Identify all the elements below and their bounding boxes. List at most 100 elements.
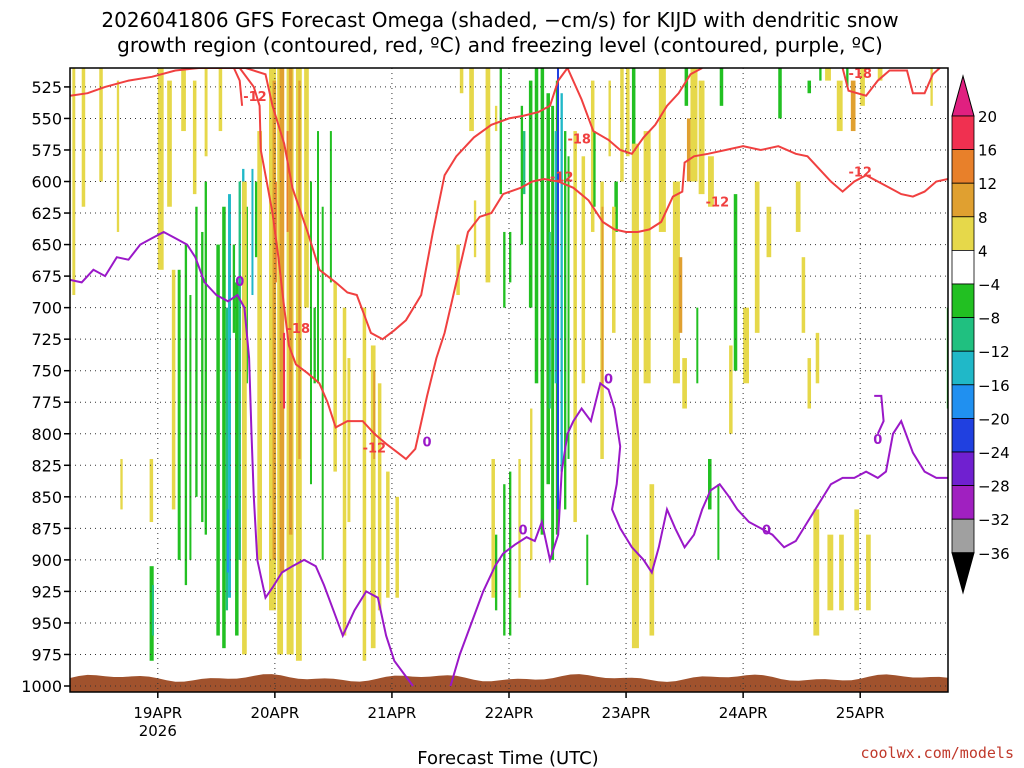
omega-cell-86 — [494, 534, 498, 611]
omega-cell-52 — [333, 282, 337, 472]
omega-cell-136 — [854, 509, 860, 611]
omega-cell-61 — [459, 68, 464, 94]
chart-title-line-2: growth region (contoured, red, ºC) and f… — [117, 33, 883, 57]
omega-cell-83 — [567, 156, 570, 459]
colorbar: 20 16 12 8 4 −4 −8 −12 −16 −20 −24 −28 −32 −36 — [951, 74, 1010, 595]
omega-cell-100 — [612, 206, 616, 333]
red-contour-label-1: -12 — [363, 442, 387, 457]
colorbar-label-5: −4 — [978, 276, 1000, 294]
omega-cell-43 — [298, 80, 301, 459]
omega-cell-122 — [754, 181, 760, 333]
omega-cell-15 — [177, 269, 181, 560]
omega-cell-143 — [846, 68, 849, 87]
omega-cell-121 — [717, 484, 720, 560]
omega-cell-56 — [370, 345, 376, 649]
y-tick-label-525: 525 — [31, 78, 62, 97]
omega-cell-124 — [778, 68, 782, 119]
y-tick-label-850: 850 — [31, 488, 62, 507]
red-contour-label-5: -12 — [848, 165, 872, 180]
purple-contour-4 — [874, 394, 885, 435]
colorbar-bin-11 — [951, 485, 975, 520]
colorbar-bin-3 — [951, 216, 975, 251]
omega-cell-60 — [373, 370, 376, 459]
omega-cell-135 — [850, 80, 856, 132]
omega-cell-48 — [317, 131, 320, 384]
omega-shading — [72, 68, 948, 661]
omega-cell-133 — [836, 80, 843, 132]
colorbar-label-13: −36 — [978, 545, 1010, 563]
colorbar-label-9: −20 — [978, 410, 1010, 428]
omega-cell-70 — [520, 105, 524, 245]
colorbar-label-6: −8 — [978, 310, 1000, 328]
red-contour-label-4: -12 — [706, 196, 730, 211]
colorbar-label-11: −28 — [978, 478, 1010, 496]
colorbar-bin-5 — [951, 283, 975, 318]
omega-cell-123 — [766, 206, 772, 258]
x-tick-label-24APR: 24APR — [719, 704, 768, 722]
chart-title-line-1: 2026041806 GFS Forecast Omega (shaded, −… — [101, 8, 898, 32]
omega-cell-125 — [795, 181, 801, 232]
colorbar-bin-12 — [951, 518, 975, 554]
omega-cell-103 — [631, 143, 639, 649]
omega-cell-47 — [309, 181, 312, 485]
omega-cell-80 — [556, 68, 559, 510]
y-tick-label-925: 925 — [31, 582, 62, 601]
omega-cell-71 — [523, 131, 526, 195]
omega-cell-92 — [590, 80, 595, 232]
omega-cell-11 — [204, 68, 208, 157]
omega-cell-31 — [251, 168, 254, 296]
omega-cell-26 — [232, 244, 236, 333]
x-tick-label-21APR: 21APR — [368, 704, 417, 722]
omega-cell-13 — [149, 566, 154, 661]
omega-cell-140 — [930, 68, 933, 106]
x-tick-label-20APR: 20APR — [250, 704, 299, 722]
omega-cell-87 — [491, 458, 495, 598]
omega-cell-85 — [509, 471, 512, 636]
omega-cell-82 — [564, 131, 567, 510]
omega-cell-120 — [708, 458, 712, 510]
omega-cell-132 — [827, 534, 834, 611]
red-contour-label-7: -18 — [848, 67, 872, 82]
omega-cell-51 — [313, 307, 316, 384]
purple-contour-label-4: 0 — [873, 433, 882, 448]
omega-cell-17 — [189, 295, 192, 560]
y-tick-label-1000: 1000 — [21, 677, 62, 696]
y-axis-ticks: 525 550 575 600 625 650 675 700 725 750 775 800 825 8… — [21, 78, 70, 696]
omega-cell-72 — [528, 80, 533, 308]
omega-cell-59 — [395, 496, 399, 598]
x-tick-sublabel-19APR: 2026 — [139, 722, 177, 740]
purple-contour-label-0: 0 — [235, 275, 244, 290]
x-tick-label-23APR: 23APR — [602, 704, 651, 722]
colorbar-bin-0 — [951, 115, 975, 150]
colorbar-label-2: 12 — [978, 175, 997, 193]
colorbar-bin-2 — [951, 182, 975, 218]
omega-cell-111 — [684, 68, 689, 106]
omega-cell-5 — [149, 458, 154, 523]
omega-cell-78 — [548, 231, 551, 409]
omega-cell-62 — [456, 244, 460, 296]
omega-cell-102 — [626, 68, 630, 157]
omega-cell-97 — [586, 534, 589, 586]
y-tick-label-775: 775 — [31, 393, 62, 412]
omega-cell-67 — [499, 68, 502, 195]
omega-cell-91 — [581, 156, 586, 384]
omega-cell-32 — [254, 181, 258, 258]
omega-cell-96 — [620, 68, 624, 182]
y-tick-label-900: 900 — [31, 551, 62, 570]
omega-cell-76 — [551, 105, 555, 560]
purple-contour-label-3: 0 — [762, 524, 771, 539]
omega-cell-65 — [485, 68, 491, 283]
omega-cell-99 — [614, 181, 618, 232]
red-contour-7 — [841, 68, 941, 97]
red-contour-label-3: -12 — [550, 171, 574, 186]
omega-cell-20 — [204, 181, 207, 535]
omega-cell-115 — [719, 68, 724, 106]
omega-cell-74 — [540, 68, 545, 535]
colorbar-bin-8 — [951, 384, 975, 419]
omega-cell-94 — [601, 206, 604, 384]
omega-cell-41 — [279, 68, 285, 573]
y-tick-label-825: 825 — [31, 456, 62, 475]
y-tick-label-650: 650 — [31, 236, 62, 255]
